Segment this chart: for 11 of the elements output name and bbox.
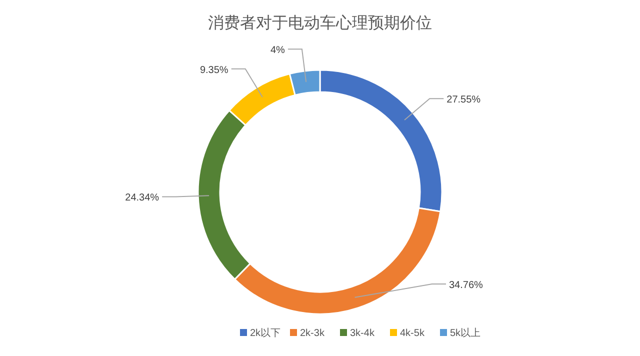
data-label: 24.34%: [125, 192, 160, 204]
legend-label: 2k-3k: [300, 328, 326, 339]
data-label: 9.35%: [200, 64, 228, 76]
legend-label: 2k以下: [250, 327, 281, 339]
legend-label: 4k-5k: [400, 328, 426, 339]
data-label: 34.76%: [449, 280, 484, 291]
chart-title: 消费者对于电动车心理预期价位: [208, 14, 432, 32]
legend-label: 5k以上: [450, 327, 481, 339]
legend-label: 3k-4k: [350, 328, 376, 339]
data-label: 27.55%: [446, 94, 481, 106]
data-label: 4%: [270, 45, 286, 56]
